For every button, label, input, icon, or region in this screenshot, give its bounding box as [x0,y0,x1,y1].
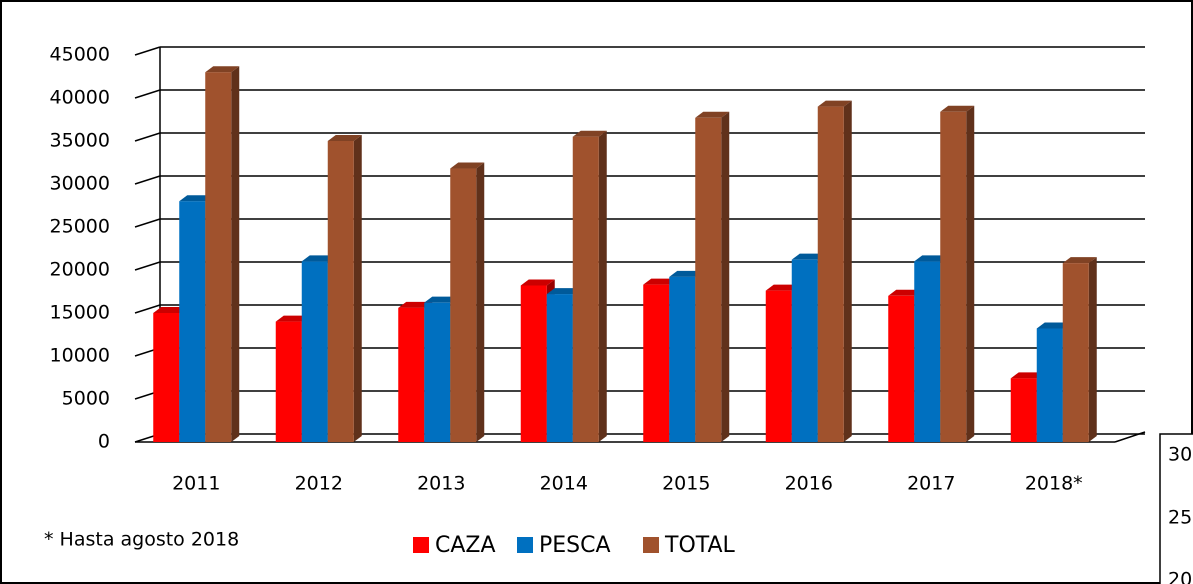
y-tick-label: 25000 [50,216,110,238]
legend-label: PESCA [539,533,611,558]
bar [791,259,818,442]
x-tick-label: 2014 [540,473,588,495]
grid-line-side [134,218,161,228]
side-fragment-label: 20 [1168,569,1192,584]
side-fragment-label: 25 [1168,507,1192,529]
grid-line-side [134,261,161,271]
bar-top [205,66,240,73]
bar [572,136,599,442]
y-tick-label: 40000 [50,87,110,109]
bar-side [353,135,362,442]
bar-top [1062,257,1097,264]
bar-top [1036,322,1071,329]
bar-top [275,315,310,322]
x-tick-label: 2011 [172,473,220,495]
bar [695,117,722,442]
bar [888,295,915,442]
y-tick-label: 20000 [50,259,110,281]
bar [817,106,844,442]
legend-swatch [413,537,429,553]
bar [1010,378,1037,442]
grid-line-side [134,46,161,56]
legend-swatch [643,537,659,553]
bar [301,261,328,442]
bar-top [817,100,852,107]
x-tick-label: 2013 [417,473,465,495]
x-tick-label: 2018* [1025,473,1083,495]
bar [1062,263,1089,442]
legend-label: CAZA [435,533,496,558]
bar [765,290,792,442]
bar-top [327,135,362,141]
bar [914,261,941,442]
side-fragment-label: 30 [1168,444,1192,466]
bar-top [643,278,678,285]
bar-top [791,253,826,260]
x-tick-label: 2016 [785,473,833,495]
bar-side [721,111,730,442]
y-tick-label: 10000 [50,345,110,367]
x-tick-label: 2017 [907,473,955,495]
bar [153,313,180,442]
bar-top [450,162,485,169]
bar-side [231,66,240,442]
bar-top [888,289,923,296]
bar [643,284,670,442]
bar [179,201,206,442]
y-tick-label: 5000 [62,388,110,410]
bar [940,111,967,442]
bar [1036,328,1063,442]
bar [327,141,354,442]
bar-top [546,288,581,295]
x-tick-label: 2012 [295,473,343,495]
bar [424,302,451,442]
bar [520,285,547,442]
bar-side [1088,257,1097,442]
bar-top [398,301,433,308]
bar-top [765,284,800,291]
grid-line-side [134,304,161,314]
bar-top [669,270,704,277]
bar-top [695,111,730,118]
legend-swatch [517,537,533,553]
bar-side [476,162,485,442]
grid-line-side [134,89,161,99]
y-tick-label: 30000 [50,173,110,195]
y-tick-label: 0 [98,431,110,453]
y-tick-label: 35000 [50,130,110,152]
floor-right [1114,431,1146,443]
side-fragment-box [1159,433,1193,584]
bar-top [940,105,975,112]
bar-top [179,195,214,202]
annotation: * Hasta agosto 2018 [44,529,239,551]
y-tick-label: 45000 [50,44,110,66]
bar [275,321,302,442]
bar-top [520,279,555,286]
x-tick-label: 2015 [662,473,710,495]
bar-top [914,255,949,262]
bar-top [301,255,336,262]
bar [398,307,425,442]
bar [546,294,573,442]
bar-side [843,100,852,442]
bar [450,168,477,442]
legend-label: TOTAL [664,533,736,558]
bar [205,72,232,442]
bar-top [572,130,607,137]
bar-side [598,130,607,442]
grid-line-side [134,132,161,142]
grid-line-side [134,175,161,185]
y-tick-label: 15000 [50,302,110,324]
bar-top [153,307,188,313]
bar-top [1010,372,1045,379]
bar-side [966,105,975,442]
bar [669,276,696,442]
bar-top [424,296,459,303]
